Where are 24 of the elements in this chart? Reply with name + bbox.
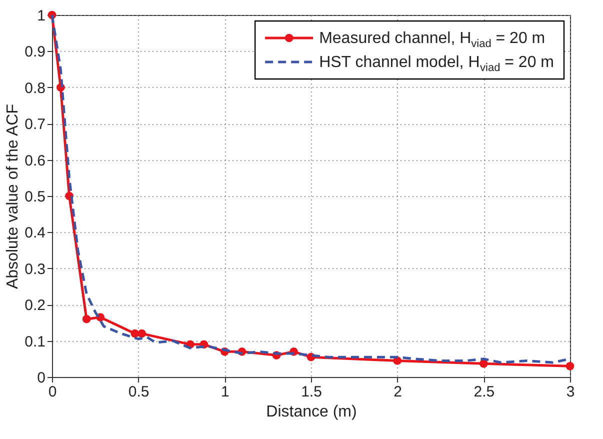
y-tick-label: 0.1: [24, 333, 46, 350]
point: [82, 314, 91, 324]
x-axis-title: Distance (m): [266, 404, 357, 420]
y-tick-label: 0: [37, 370, 46, 386]
y-tick-label: 0.4: [24, 224, 46, 242]
y-tick-label: 0.7: [24, 116, 46, 134]
y-tick-label: 0.3: [24, 260, 46, 278]
x-tick-label: 0.5: [128, 384, 150, 400]
point: [479, 359, 488, 368]
x-tick-label: 3: [566, 384, 575, 400]
y-tick-label: 1: [37, 8, 46, 24]
point: [138, 329, 146, 338]
y-tick-label: 0.9: [24, 44, 46, 61]
y-tick-label: 0.6: [24, 152, 46, 170]
x-tick-label: 2.5: [474, 384, 495, 400]
y-tick-label: 0.2: [24, 297, 46, 314]
y-axis-title: Absolute value of the ACF: [4, 104, 22, 289]
y-tick-label: 0.8: [24, 80, 46, 97]
y-tick-label: 0.5: [24, 188, 46, 206]
point: [566, 362, 574, 370]
x-tick-label: 1.5: [301, 384, 322, 400]
x-tick-label: 2: [394, 384, 402, 400]
x-tick-label: 1: [220, 384, 230, 400]
x-tick-label: 0: [48, 384, 57, 400]
